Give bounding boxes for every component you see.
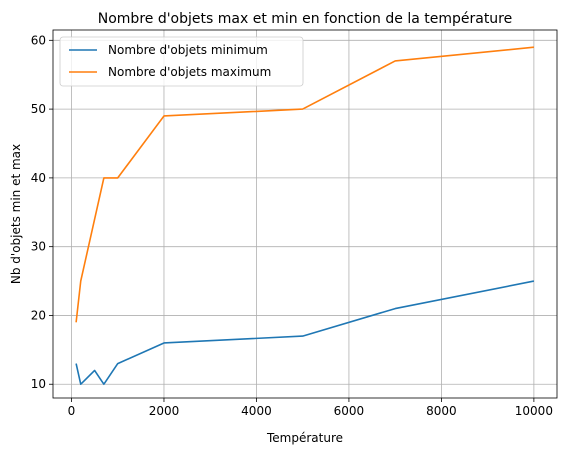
series-line-1 [75,46,534,323]
legend-label-minimum: Nombre d'objets minimum [108,43,268,57]
y-tick-label: 10 [31,377,46,391]
y-axis-label: Nb d'objets min et max [9,144,23,284]
legend-frame [59,36,304,87]
plot-frame [52,29,558,399]
y-tick-label: 50 [31,102,46,116]
x-tick-label: 10000 [515,404,553,418]
legend-label-maximum: Nombre d'objets maximum [108,65,271,79]
x-axis-label: Température [266,431,343,445]
y-tick-label: 60 [31,33,46,47]
series-lines [75,46,535,386]
x-axis-ticks: 0 2000 4000 6000 8000 10000 [68,398,553,418]
y-tick-label: 40 [31,171,46,185]
x-tick-label: 2000 [149,404,180,418]
y-tick-label: 20 [31,308,46,322]
y-tick-label: 30 [31,240,46,254]
chart-title: Nombre d'objets max et min en fonction d… [98,11,513,27]
series-line-0 [75,280,535,386]
x-tick-label: 4000 [241,404,272,418]
y-axis-ticks: 10 20 30 40 50 60 [31,33,53,391]
legend: Nombre d'objets minimum Nombre d'objets … [59,36,304,87]
x-tick-label: 8000 [426,404,457,418]
x-tick-label: 0 [68,404,76,418]
x-tick-label: 6000 [334,404,365,418]
